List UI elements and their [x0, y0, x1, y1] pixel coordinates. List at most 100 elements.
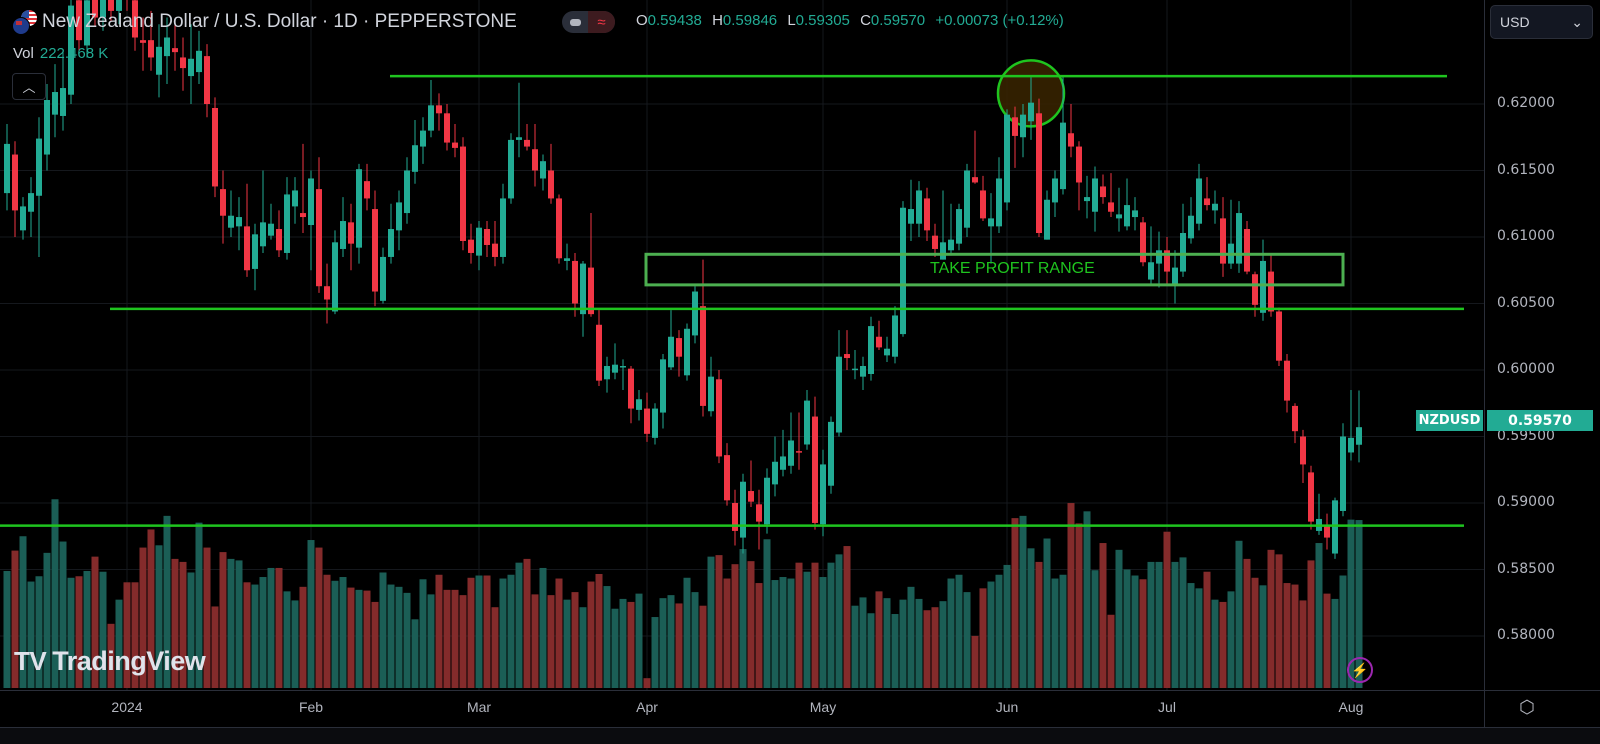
- candle-body: [852, 368, 858, 371]
- volume-bar: [163, 515, 171, 688]
- candle: [844, 330, 850, 370]
- take-profit-range-box[interactable]: [644, 252, 1345, 287]
- candle-body: [1100, 186, 1106, 198]
- candle: [700, 259, 706, 417]
- candle-body: [396, 202, 402, 231]
- volume-bar: [763, 539, 771, 688]
- candle-body: [508, 139, 514, 199]
- candle-body: [612, 364, 618, 373]
- candle-body: [924, 198, 930, 231]
- candle-body: [380, 256, 386, 301]
- price-chart[interactable]: [0, 0, 1484, 690]
- candle-body: [12, 154, 18, 211]
- volume-bar: [411, 619, 419, 688]
- candle-body: [868, 326, 874, 374]
- candle: [516, 82, 522, 158]
- candle: [940, 190, 946, 260]
- candle-body: [28, 193, 34, 212]
- volume-bar: [1179, 557, 1187, 688]
- candle: [556, 194, 562, 264]
- candle: [36, 117, 42, 257]
- candle-body: [276, 229, 282, 251]
- volume-bar: [323, 574, 331, 688]
- candle: [612, 343, 618, 380]
- volume-bar: [483, 575, 491, 688]
- candle: [476, 221, 482, 271]
- candle: [1276, 307, 1282, 367]
- candle: [1212, 190, 1218, 224]
- candle-body: [548, 170, 554, 199]
- candle: [572, 252, 578, 317]
- volume-bar: [683, 577, 691, 688]
- candle: [484, 221, 490, 257]
- candle-body: [180, 57, 186, 69]
- tradingview-logo[interactable]: TV TradingView: [14, 646, 206, 677]
- candle-body: [68, 5, 74, 95]
- candle-body: [484, 229, 490, 245]
- candle-body: [1044, 199, 1050, 240]
- candle-body: [452, 142, 458, 148]
- lightning-icon[interactable]: ⚡: [1347, 657, 1373, 683]
- time-axis-border: [0, 690, 1600, 691]
- candle: [108, 0, 114, 22]
- currency-label: USD: [1500, 14, 1530, 30]
- currency-dropdown[interactable]: USD ⌄: [1490, 5, 1593, 39]
- candle: [636, 389, 642, 421]
- candle-body: [804, 400, 810, 445]
- volume-bar: [259, 577, 267, 688]
- candle: [436, 93, 442, 131]
- volume-bar: [627, 601, 635, 688]
- volume-bar: [99, 571, 107, 688]
- candle: [828, 416, 834, 494]
- candle: [92, 0, 98, 27]
- candle-body: [604, 366, 610, 380]
- volume-bar: [1243, 558, 1251, 688]
- volume-bar: [1339, 575, 1347, 688]
- low-label: L: [787, 12, 796, 29]
- volume-bar: [267, 567, 275, 688]
- candle-body: [1156, 250, 1162, 264]
- chart-settings-icon[interactable]: ⬡: [1519, 696, 1535, 717]
- symbol-title[interactable]: New Zealand Dollar / U.S. Dollar · 1D · …: [42, 11, 517, 32]
- candle-body: [156, 46, 162, 75]
- candle-body: [940, 242, 946, 260]
- hide-indicators-icon[interactable]: [562, 11, 588, 33]
- volume-bar: [523, 558, 531, 688]
- candle: [1332, 497, 1338, 559]
- collapse-legend-button[interactable]: ︿: [12, 73, 46, 100]
- drawings[interactable]: [0, 74, 1464, 527]
- status-pill[interactable]: ≈: [562, 11, 615, 33]
- open-label: O: [636, 12, 648, 29]
- candle: [756, 489, 762, 550]
- volume-bar: [1059, 574, 1067, 688]
- volume-bar: [27, 581, 35, 688]
- candle-body: [372, 209, 378, 292]
- candle-body: [716, 379, 722, 457]
- price-axis[interactable]: [1484, 0, 1600, 743]
- market-closed-wave-icon[interactable]: ≈: [588, 11, 615, 33]
- volume-bar: [43, 552, 51, 688]
- candle: [236, 197, 242, 251]
- volume-bar: [723, 578, 731, 688]
- candle-body: [516, 137, 522, 140]
- candle: [868, 316, 874, 381]
- candle: [508, 133, 514, 204]
- volume-bar: [667, 595, 675, 688]
- candle-body: [300, 213, 306, 218]
- candle-body: [260, 222, 266, 247]
- candle-body: [140, 40, 146, 43]
- volume-bar: [955, 574, 963, 688]
- volume-bar: [299, 586, 307, 688]
- candle-body: [540, 161, 546, 179]
- volume-bar: [963, 592, 971, 688]
- volume-bar: [35, 576, 43, 688]
- candle: [212, 97, 218, 198]
- open-value: 0.59438: [647, 12, 702, 29]
- volume-bar: [515, 562, 523, 688]
- volume-bar: [107, 623, 115, 688]
- candle-body: [956, 209, 962, 244]
- candle-body: [812, 416, 818, 523]
- candle-body: [860, 366, 866, 377]
- candle: [532, 123, 538, 187]
- candle-body: [1308, 472, 1314, 522]
